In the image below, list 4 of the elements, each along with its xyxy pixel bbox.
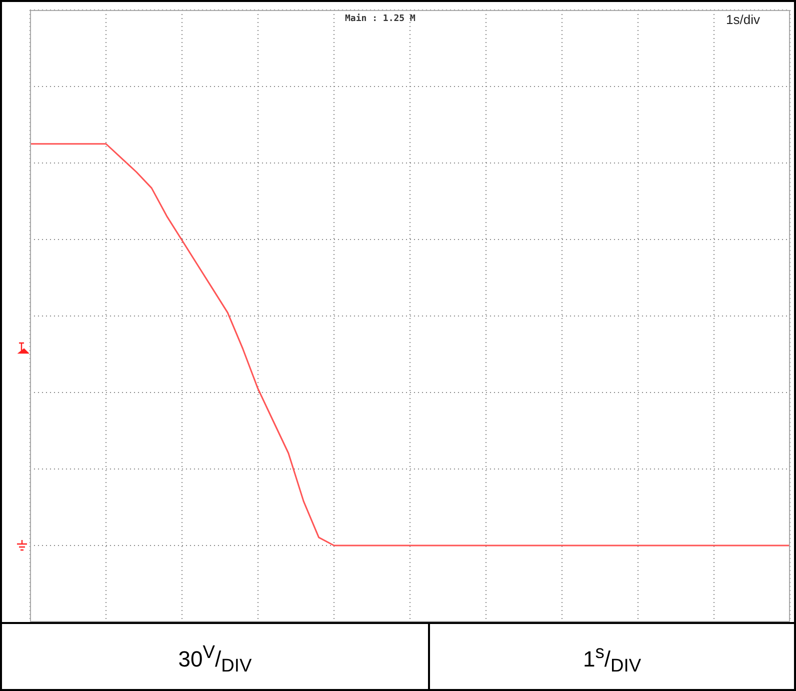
text: Main : 1.25 M (345, 14, 416, 24)
text: 1$^{s}$/$_{DIV}$ (582, 640, 642, 676)
text: 1s/div (726, 12, 760, 27)
text: 30$^{V}$/$_{DIV}$ (178, 640, 252, 676)
